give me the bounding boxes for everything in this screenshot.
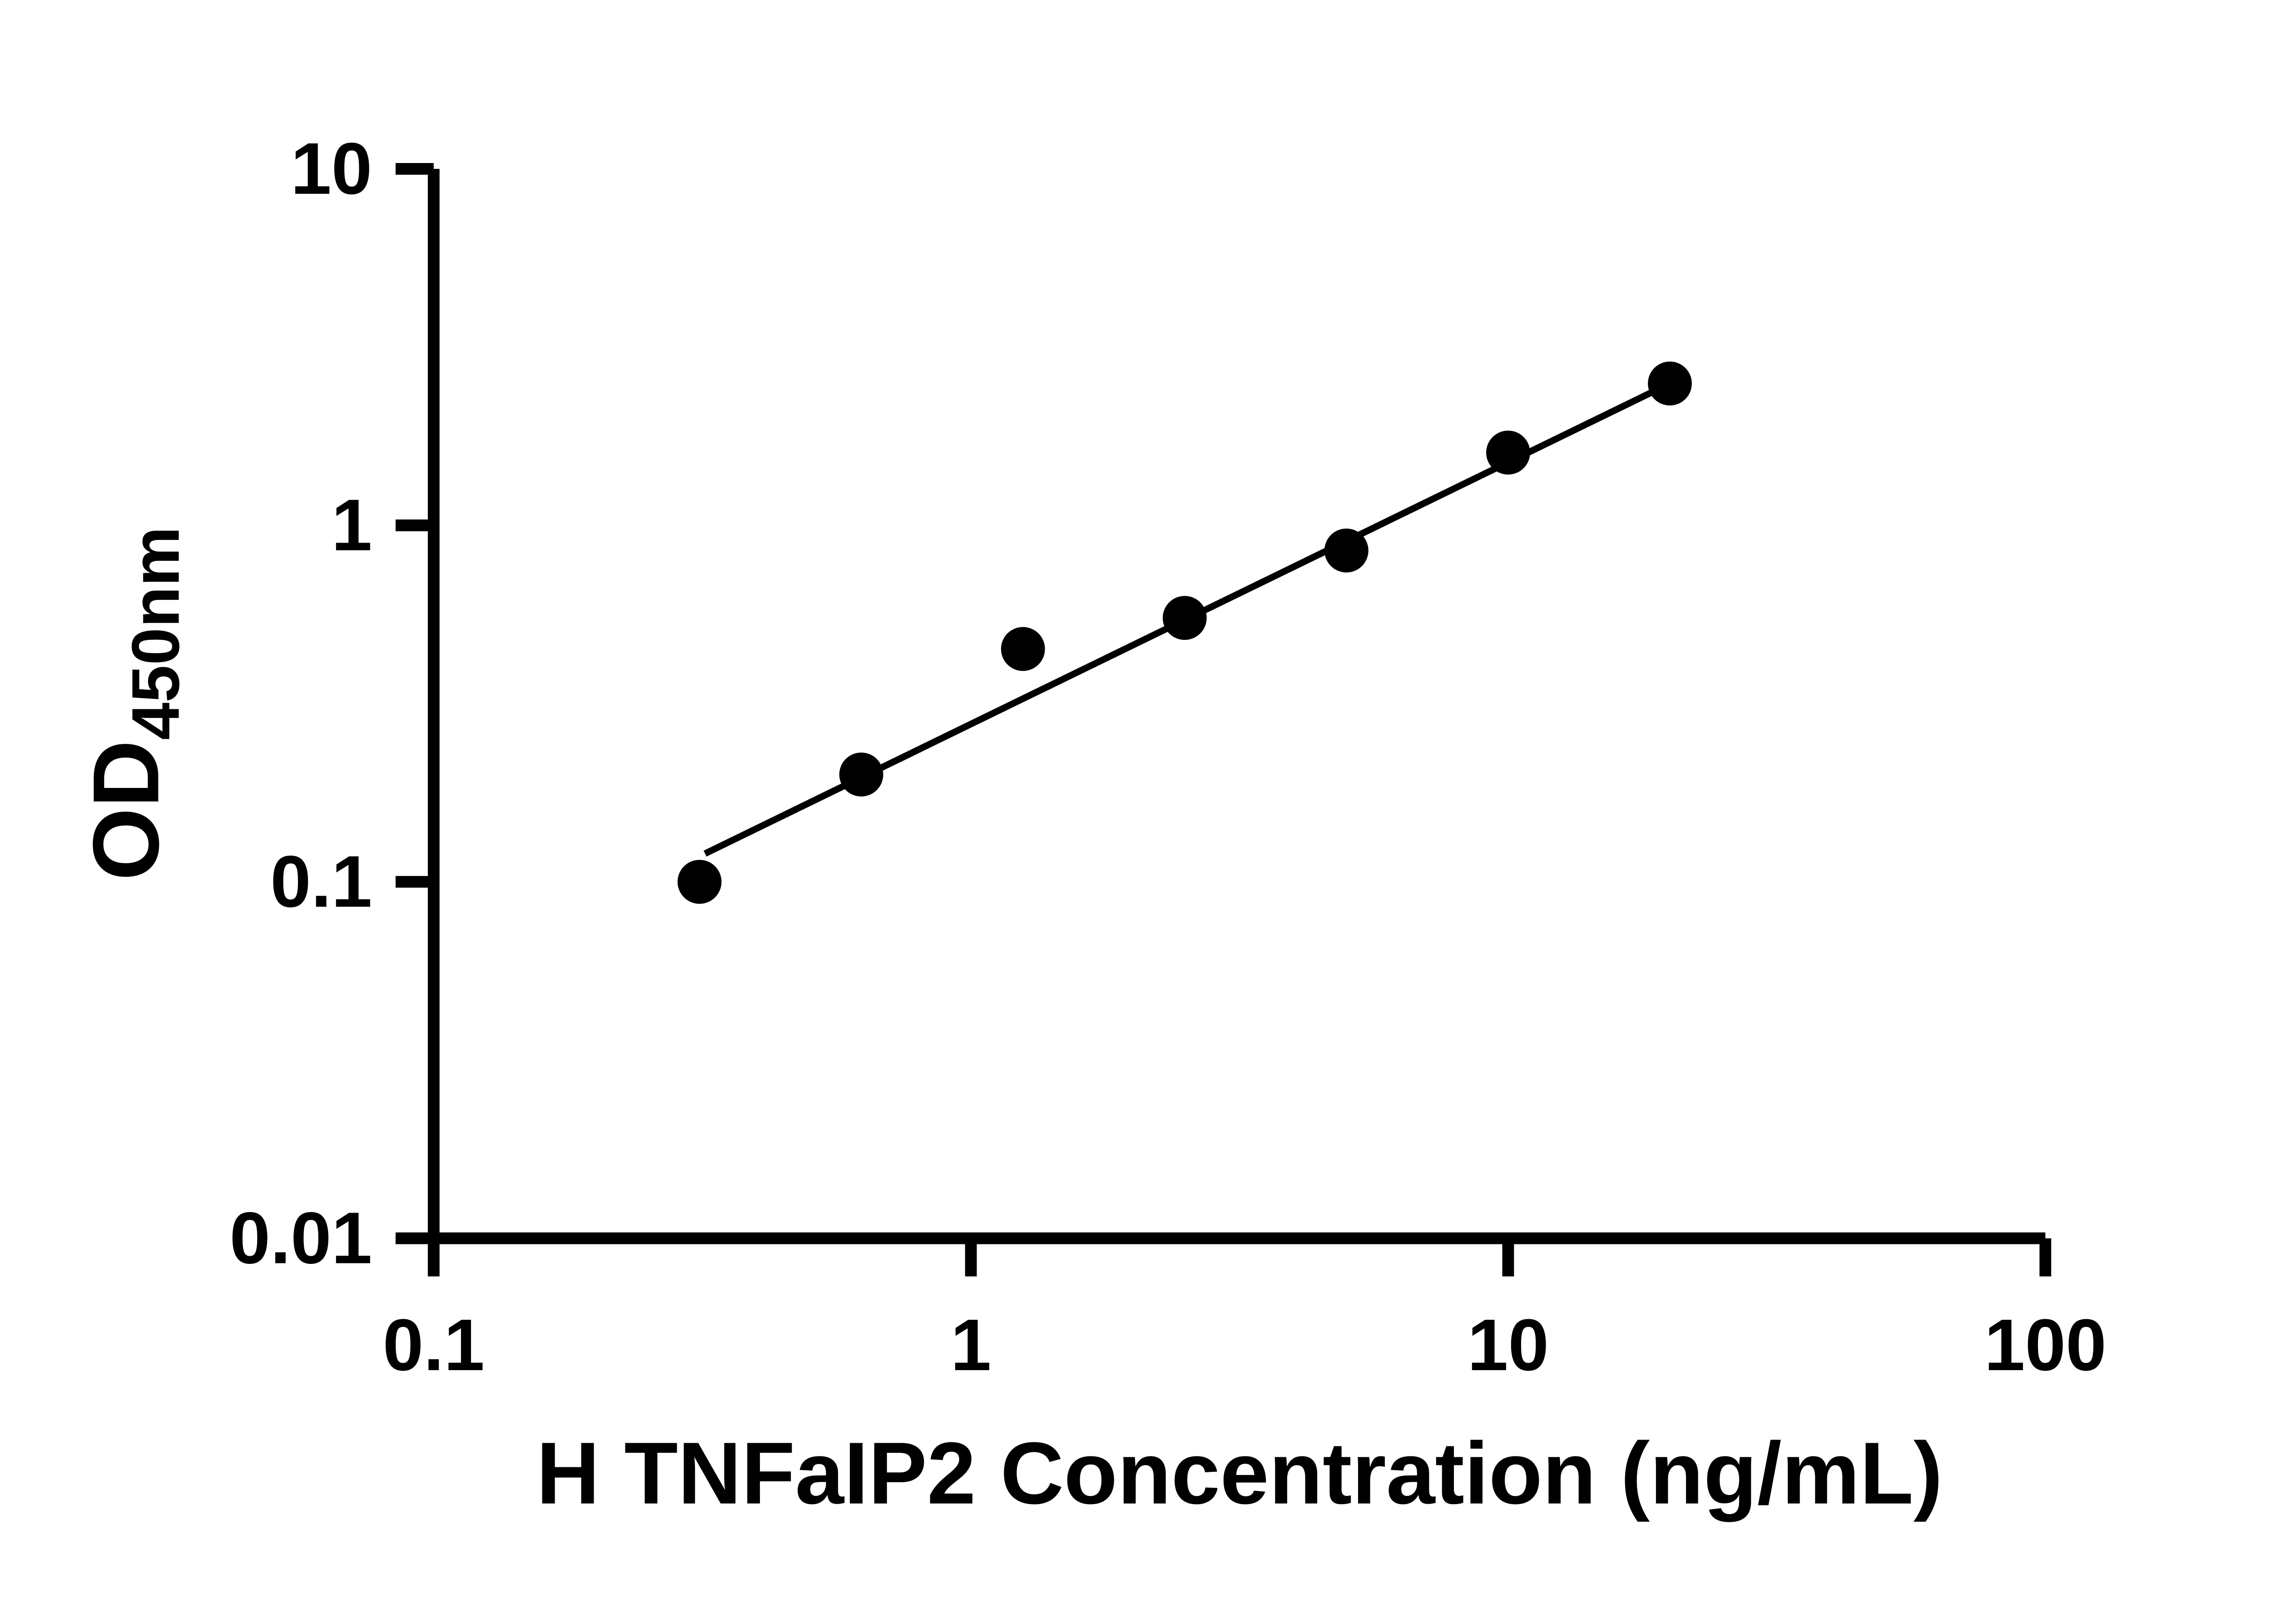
data-point bbox=[677, 860, 722, 904]
data-point bbox=[1162, 596, 1207, 640]
y-axis-title-main: OD bbox=[73, 740, 178, 881]
data-point bbox=[1324, 528, 1369, 573]
y-axis-title-subscript: 450nm bbox=[119, 526, 193, 740]
y-tick-label: 10 bbox=[291, 128, 372, 210]
y-axis-title: OD450nm bbox=[73, 526, 193, 881]
data-point bbox=[1001, 627, 1045, 671]
x-tick-label: 1 bbox=[951, 1304, 992, 1386]
x-tick-label: 10 bbox=[1468, 1304, 1549, 1386]
y-tick-label: 1 bbox=[332, 485, 372, 566]
y-tick-label: 0.1 bbox=[270, 841, 372, 923]
data-point bbox=[1648, 361, 1692, 406]
x-tick-label: 100 bbox=[1984, 1304, 2107, 1386]
y-tick-label: 0.01 bbox=[229, 1198, 372, 1279]
data-point bbox=[839, 753, 883, 797]
data-point bbox=[1486, 431, 1530, 475]
x-tick-label: 0.1 bbox=[383, 1304, 485, 1386]
x-axis-title: H TNFaIP2 Concentration (ng/mL) bbox=[536, 1425, 1943, 1523]
